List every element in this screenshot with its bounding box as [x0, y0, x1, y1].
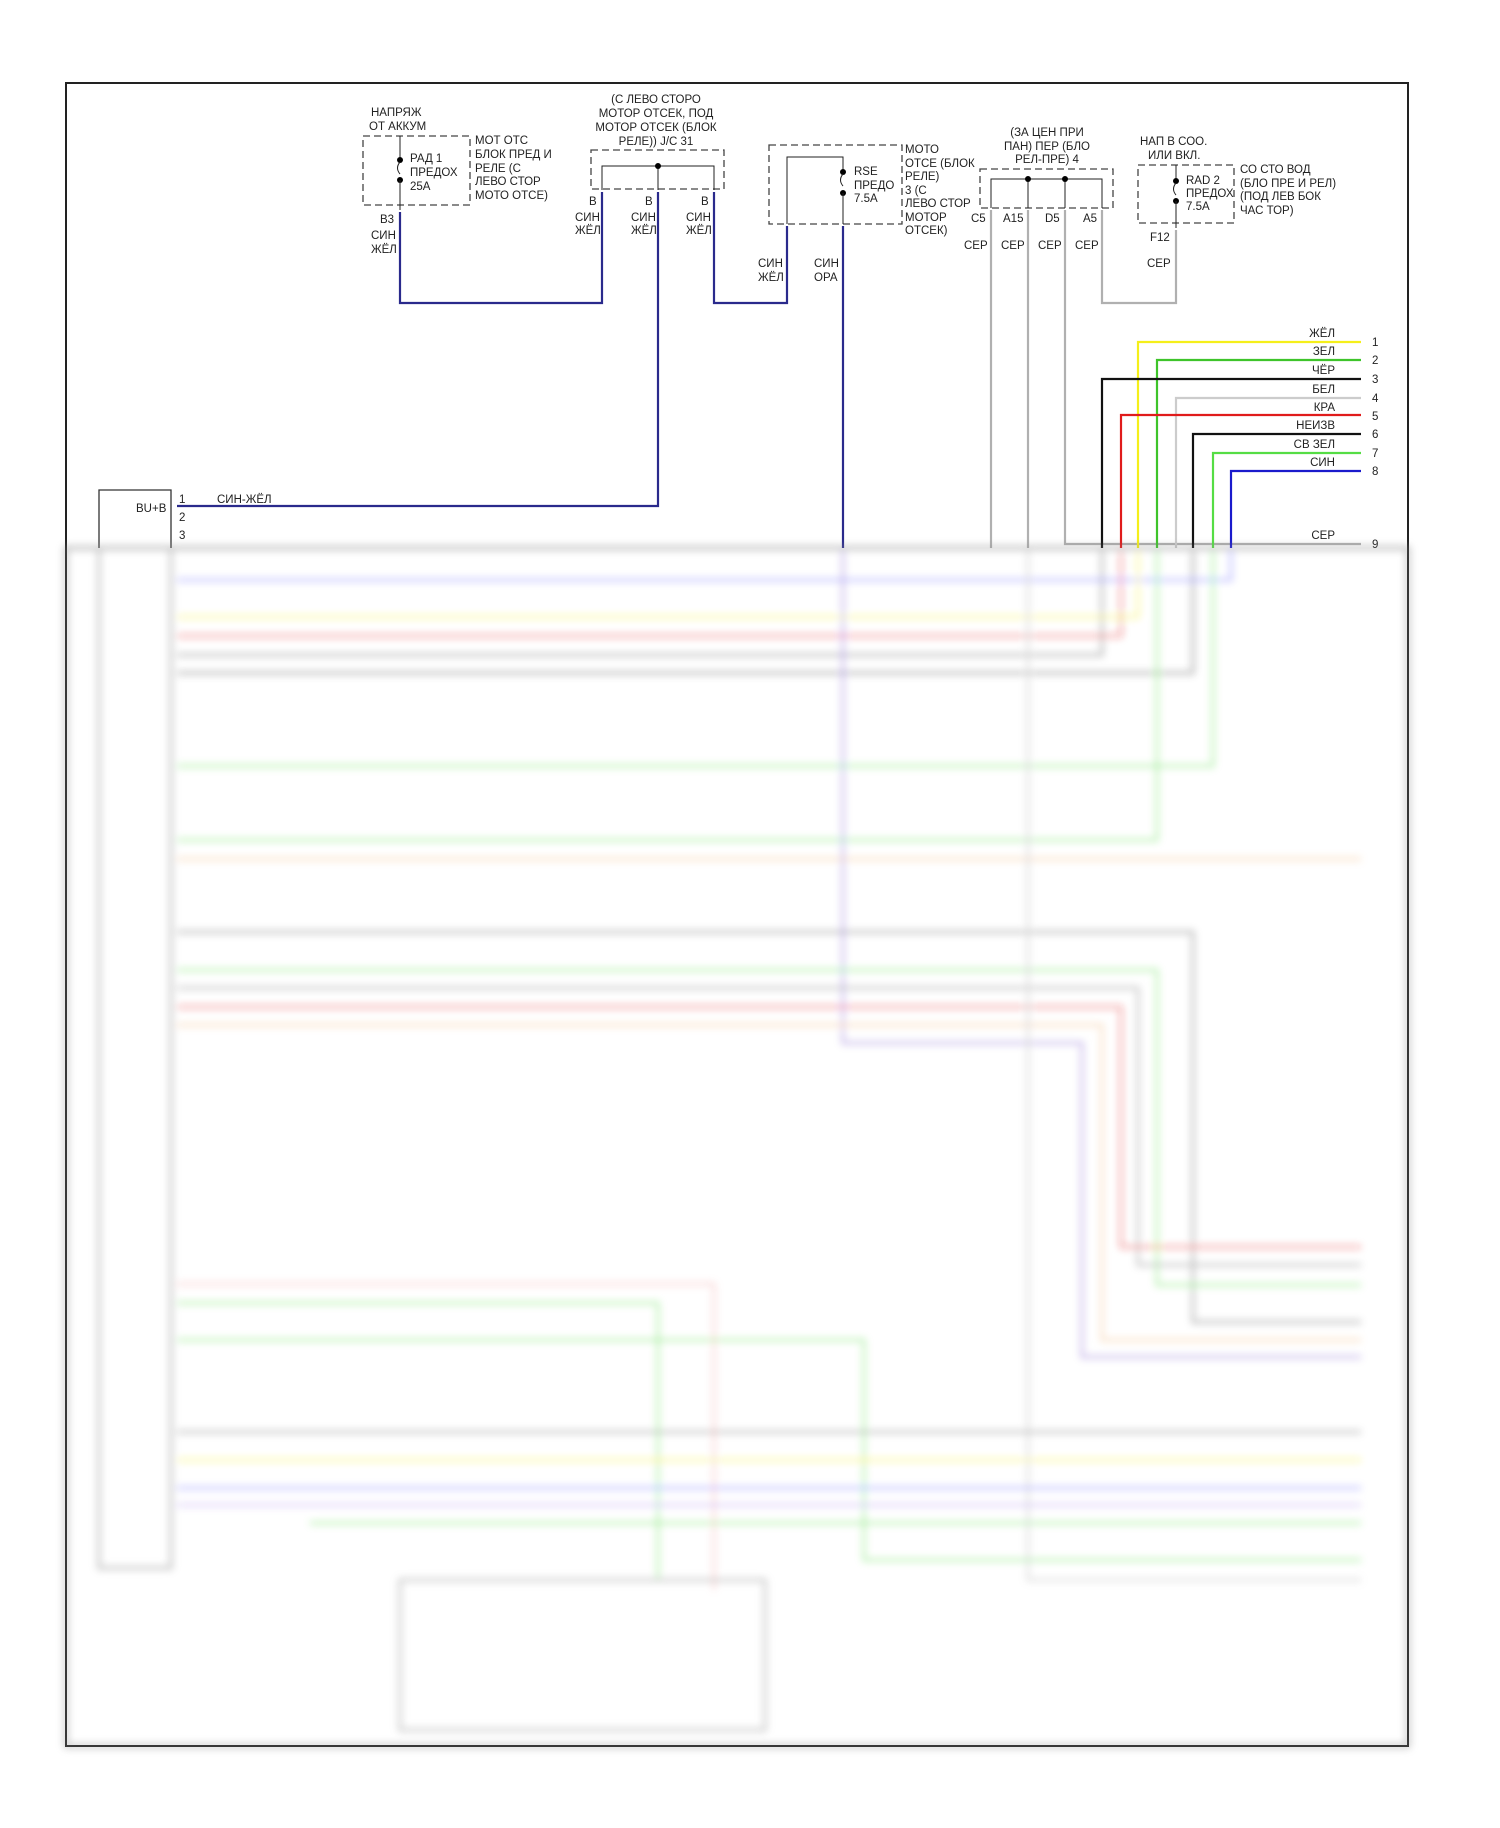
svg-text:B3: B3	[380, 214, 394, 226]
svg-text:3 (С: 3 (С	[905, 185, 927, 197]
blurred-lower-diagram	[64, 546, 1410, 1748]
diagram-frame	[65, 82, 1409, 1747]
svg-text:РАД 1: РАД 1	[410, 153, 442, 165]
svg-text:РЕЛЕ): РЕЛЕ)	[905, 171, 940, 183]
svg-text:СИН-ЖЁЛ: СИН-ЖЁЛ	[217, 494, 272, 506]
svg-text:НАПРЯЖ: НАПРЯЖ	[371, 107, 422, 119]
svg-text:ОТСЕК): ОТСЕК)	[905, 225, 948, 237]
svg-text:РЕЛ-ПРЕ) 4: РЕЛ-ПРЕ) 4	[1015, 154, 1079, 166]
svg-text:ЖЁЛ: ЖЁЛ	[686, 225, 712, 237]
svg-text:СИН: СИН	[758, 258, 783, 270]
svg-text:6: 6	[1372, 429, 1378, 441]
svg-text:ОРА: ОРА	[814, 272, 838, 284]
svg-text:ЗЕЛ: ЗЕЛ	[1313, 346, 1335, 358]
svg-text:9: 9	[1372, 539, 1378, 551]
svg-text:3: 3	[1372, 374, 1378, 386]
svg-text:8: 8	[1372, 466, 1378, 478]
svg-text:(ПОД ЛЕВ БОК: (ПОД ЛЕВ БОК	[1240, 191, 1321, 203]
svg-text:7: 7	[1372, 448, 1378, 460]
svg-text:СЕР: СЕР	[1075, 240, 1099, 252]
svg-text:СВ ЗЕЛ: СВ ЗЕЛ	[1294, 439, 1335, 451]
svg-text:5: 5	[1372, 411, 1378, 423]
svg-text:НЕИЗВ: НЕИЗВ	[1296, 420, 1335, 432]
svg-text:СИН: СИН	[686, 212, 711, 224]
svg-text:СИН: СИН	[631, 212, 656, 224]
svg-text:СО СТО ВОД: СО СТО ВОД	[1240, 164, 1311, 176]
svg-text:C5: C5	[971, 213, 986, 225]
svg-text:СЕР: СЕР	[1001, 240, 1025, 252]
svg-text:СИН: СИН	[371, 230, 396, 242]
svg-text:ЖЁЛ: ЖЁЛ	[631, 225, 657, 237]
svg-text:ЧЁР: ЧЁР	[1312, 365, 1335, 377]
svg-text:БЕЛ: БЕЛ	[1312, 384, 1335, 396]
svg-text:ПРЕДОХ: ПРЕДОХ	[410, 167, 458, 179]
svg-text:25А: 25А	[410, 181, 431, 193]
svg-text:(БЛО ПРЕ И РЕЛ): (БЛО ПРЕ И РЕЛ)	[1240, 178, 1336, 190]
svg-text:РЕЛЕ (С: РЕЛЕ (С	[475, 163, 521, 175]
svg-text:A15: A15	[1003, 213, 1023, 225]
svg-text:(ЗА ЦЕН ПРИ: (ЗА ЦЕН ПРИ	[1010, 127, 1084, 139]
svg-text:МОТОР ОТСЕК, ПОД: МОТОР ОТСЕК, ПОД	[599, 108, 714, 120]
top-wires	[177, 192, 1361, 548]
junction-connector-jc31: (С ЛЕВО СТОРО МОТОР ОТСЕК, ПОД МОТОР ОТС…	[575, 94, 725, 237]
svg-text:(С ЛЕВО СТОРО: (С ЛЕВО СТОРО	[611, 94, 701, 106]
svg-text:2: 2	[1372, 355, 1378, 367]
svg-text:D5: D5	[1045, 213, 1060, 225]
svg-text:СЕР: СЕР	[964, 240, 988, 252]
svg-text:ЧАС ТОР): ЧАС ТОР)	[1240, 205, 1294, 217]
svg-text:ИЛИ ВКЛ.: ИЛИ ВКЛ.	[1148, 150, 1200, 162]
svg-text:СЕР: СЕР	[1147, 258, 1171, 270]
svg-text:РЕЛЕ)) J/C 31: РЕЛЕ)) J/C 31	[619, 136, 694, 148]
fuse-rad1-block: НАПРЯЖ ОТ АККУМ РАД 1 ПРЕДОХ 25А МОТ ОТС…	[362, 107, 552, 256]
svg-text:B: B	[701, 196, 709, 208]
svg-text:B: B	[589, 196, 597, 208]
svg-text:7.5A: 7.5A	[1186, 201, 1210, 213]
svg-text:A5: A5	[1083, 213, 1097, 225]
svg-text:ПРЕДО: ПРЕДО	[854, 180, 894, 192]
radio-connector: BU+B 1 2 3 СИН-ЖЁЛ	[98, 489, 272, 548]
svg-text:ПРЕДОХ: ПРЕДОХ	[1186, 188, 1234, 200]
svg-text:СЕР: СЕР	[1311, 530, 1335, 542]
svg-text:ОТ АККУМ: ОТ АККУМ	[369, 121, 426, 133]
svg-text:ЖЁЛ: ЖЁЛ	[758, 272, 784, 284]
svg-text:ЖЁЛ: ЖЁЛ	[371, 244, 397, 256]
svg-text:МОТОР: МОТОР	[905, 212, 947, 224]
fuse-rse-block: RSE ПРЕДО 7.5A МОТО ОТСЕ (БЛОК РЕЛЕ) 3 (…	[758, 144, 975, 284]
svg-text:СИН: СИН	[814, 258, 839, 270]
svg-text:ОТСЕ (БЛОК: ОТСЕ (БЛОК	[905, 158, 975, 170]
svg-text:МОТО ОТСЕ): МОТО ОТСЕ)	[475, 190, 548, 202]
svg-text:ЖЁЛ: ЖЁЛ	[575, 225, 601, 237]
svg-text:СЕР: СЕР	[1038, 240, 1062, 252]
svg-text:2: 2	[179, 512, 185, 524]
svg-text:BU+B: BU+B	[136, 503, 167, 515]
svg-text:МОТО: МОТО	[905, 144, 939, 156]
junction-block-4: (ЗА ЦЕН ПРИ ПАН) ПЕР (БЛО РЕЛ-ПРЕ) 4 C5 A…	[964, 127, 1114, 252]
svg-text:ЛЕВО СТОР: ЛЕВО СТОР	[475, 176, 541, 188]
svg-text:ЖЁЛ: ЖЁЛ	[1309, 328, 1335, 340]
svg-text:1: 1	[179, 494, 185, 506]
svg-text:B: B	[645, 196, 653, 208]
svg-text:ЛЕВО СТОР: ЛЕВО СТОР	[905, 198, 971, 210]
svg-text:МОТ ОТС: МОТ ОТС	[475, 135, 528, 147]
svg-text:СИН: СИН	[575, 212, 600, 224]
svg-text:КРА: КРА	[1314, 402, 1336, 414]
svg-text:СИН: СИН	[1310, 457, 1335, 469]
svg-text:F12: F12	[1150, 232, 1170, 244]
svg-text:3: 3	[179, 530, 185, 542]
svg-text:1: 1	[1372, 337, 1378, 349]
svg-text:7.5A: 7.5A	[854, 193, 878, 205]
svg-text:НАП В СОО.: НАП В СОО.	[1140, 136, 1207, 148]
svg-text:МОТОР ОТСЕК (БЛОК: МОТОР ОТСЕК (БЛОК	[595, 122, 717, 134]
svg-text:БЛОК ПРЕД И: БЛОК ПРЕД И	[475, 149, 552, 161]
svg-text:RSE: RSE	[854, 166, 878, 178]
svg-text:4: 4	[1372, 393, 1379, 405]
fuse-rad2-block: НАП В СОО. ИЛИ ВКЛ. RAD 2 ПРЕДОХ 7.5A СО…	[1137, 136, 1336, 270]
svg-text:ПАН) ПЕР (БЛО: ПАН) ПЕР (БЛО	[1004, 141, 1090, 153]
svg-text:RAD 2: RAD 2	[1186, 175, 1220, 187]
